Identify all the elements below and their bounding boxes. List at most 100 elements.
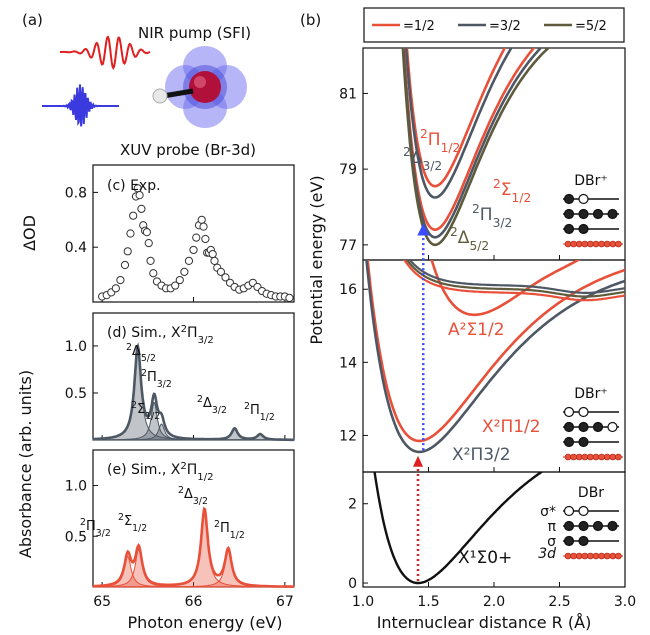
right-y-axis-label: Potential energy (eV) (307, 175, 326, 344)
middle-config-label: DBr⁺ (574, 386, 608, 402)
panel-e-simulation-pi12: 0.5 1.0 (e) Sim., X2Π1/2 2Π3/2 2Σ1/2 2Δ3/2 2Π1… (65, 449, 295, 610)
lower-ytick-label-1: 2 (348, 497, 357, 513)
right-xtick-label-0: 1.0 (352, 594, 374, 610)
upper-config-label: DBr⁺ (574, 173, 608, 189)
upper-ytick-label-1: 79 (339, 162, 357, 178)
lower-orbital-name-1: π (548, 519, 557, 535)
exp-point-5 (120, 260, 130, 270)
lower-orbital-name-3d: 3d (538, 546, 556, 562)
e-state-label-0: 2Π3/2 (80, 517, 111, 539)
c-ytick-label-1: 0.8 (65, 185, 87, 201)
upper-3d-electron-6 (598, 240, 605, 248)
upper-3d-electron-9 (615, 240, 622, 248)
upper-3d-electron-4 (587, 240, 594, 248)
upper-curves (401, 48, 551, 247)
middle-upper-curve-2 (403, 260, 625, 302)
middle-electron-1-2 (592, 421, 604, 433)
probe-label: XUV probe (Br-3d) (120, 141, 256, 159)
e-xtick-label-1: 66 (185, 594, 203, 610)
e-ytick-label-0: 0.5 (65, 529, 87, 545)
exp-point-30 (197, 215, 206, 224)
exp-point-25 (180, 267, 189, 276)
exp-point-12 (137, 204, 146, 213)
lower-electron-1-3 (607, 520, 618, 532)
upper-3d-electron-0 (564, 240, 572, 248)
lower-orbital-diagram: DBr σ*πσ (540, 485, 623, 560)
upper-3d-electron-5 (592, 240, 600, 248)
exp-point-24 (175, 275, 184, 285)
middle-electron-1-3 (607, 421, 618, 433)
lower-orbital-name-2: σ (547, 534, 556, 550)
lower-3d-electron-3 (581, 552, 589, 560)
upper-electron-2-1 (578, 223, 589, 235)
upper-electron-2-0 (563, 223, 575, 235)
exp-point-3 (111, 284, 120, 293)
upper-electron-0-0 (563, 193, 575, 205)
upper-state-label-2: 2Σ1/2 (493, 177, 531, 205)
middle-electron-1-0 (563, 421, 575, 433)
exp-point-54 (285, 293, 294, 302)
lower-3d-electron-5 (592, 552, 600, 560)
e-state-label-2: 2Δ3/2 (178, 485, 208, 507)
middle-electron-2-1 (578, 436, 589, 448)
left-x-axis-label: Photon energy (eV) (128, 613, 283, 632)
upper-ytick-label-0: 77 (339, 238, 357, 254)
pump-arrowhead (413, 455, 424, 467)
legend-label-1: =1/2 (403, 19, 435, 34)
lower-electron-1-0 (563, 520, 575, 532)
upper-curve-4 (401, 48, 551, 247)
upper-curve-1 (404, 48, 513, 199)
middle-ytick-label-2: 16 (339, 282, 357, 298)
upper-ytick-label-2: 81 (339, 86, 357, 102)
e-ytick-label-1: 1.0 (65, 479, 87, 495)
lower-3d-electron-0 (564, 552, 572, 560)
exp-point-26 (184, 256, 194, 265)
middle-3d-electron-3 (581, 453, 589, 461)
middle-state-label-1: X²Π1/2 (482, 417, 541, 437)
right-xtick-label-3: 2.5 (548, 594, 570, 610)
right-xtick-label-1: 1.5 (417, 594, 439, 610)
d-state-label-3: 2Δ3/2 (197, 394, 227, 416)
d-sum-curve (93, 342, 294, 442)
c-y-axis-label: ΔOD (20, 215, 39, 251)
upper-electron-1-3 (607, 208, 618, 220)
middle-ytick-label-1: 14 (339, 355, 357, 371)
exp-point-7 (126, 229, 135, 238)
right-xtick-label-4: 3.0 (614, 594, 636, 610)
middle-curve-0 (430, 260, 581, 317)
exp-point-4 (116, 275, 125, 285)
lower-curves (373, 472, 544, 585)
middle-electron-2-0 (563, 436, 575, 448)
d-title: (d) Sim., X2Π3/2 (107, 324, 214, 346)
right-x-axis-label: Internuclear distance R (Å) (377, 613, 592, 632)
lower-electron-1-1 (578, 520, 589, 532)
upper-orbital-diagram: DBr⁺ (563, 173, 623, 248)
upper-3d-electron-2 (575, 240, 583, 248)
middle-curve-1 (366, 260, 625, 443)
d-state-label-1: 2Π3/2 (141, 368, 172, 390)
exp-point-37 (210, 256, 219, 265)
middle-3d-electron-0 (564, 453, 572, 461)
lower-3d-electron-9 (615, 552, 622, 560)
d-ytick-label-0: 0.5 (65, 386, 87, 402)
middle-upper-curve-0 (408, 260, 625, 294)
upper-state-label-0: 2Π1/2 (420, 127, 460, 155)
middle-3d-electron-7 (603, 453, 611, 461)
lower-electron-0-0 (563, 505, 575, 517)
exp-point-11 (135, 191, 144, 200)
lower-state-label-0: X¹Σ0+ (458, 548, 512, 568)
exp-point-18 (149, 269, 158, 278)
middle-3d-electron-2 (575, 453, 583, 461)
exp-point-28 (192, 233, 201, 242)
exp-point-17 (146, 256, 155, 265)
lower-electron-1-2 (592, 520, 604, 532)
pump-pulse-icon (60, 35, 151, 71)
exp-point-40 (221, 273, 230, 282)
panel-b-label: (b) (300, 11, 321, 29)
molecule-icon (152, 46, 247, 128)
e-state-label-1: 2Σ1/2 (118, 512, 147, 534)
upper-3d-electron-7 (603, 240, 611, 248)
upper-3d-electron-8 (609, 240, 617, 248)
